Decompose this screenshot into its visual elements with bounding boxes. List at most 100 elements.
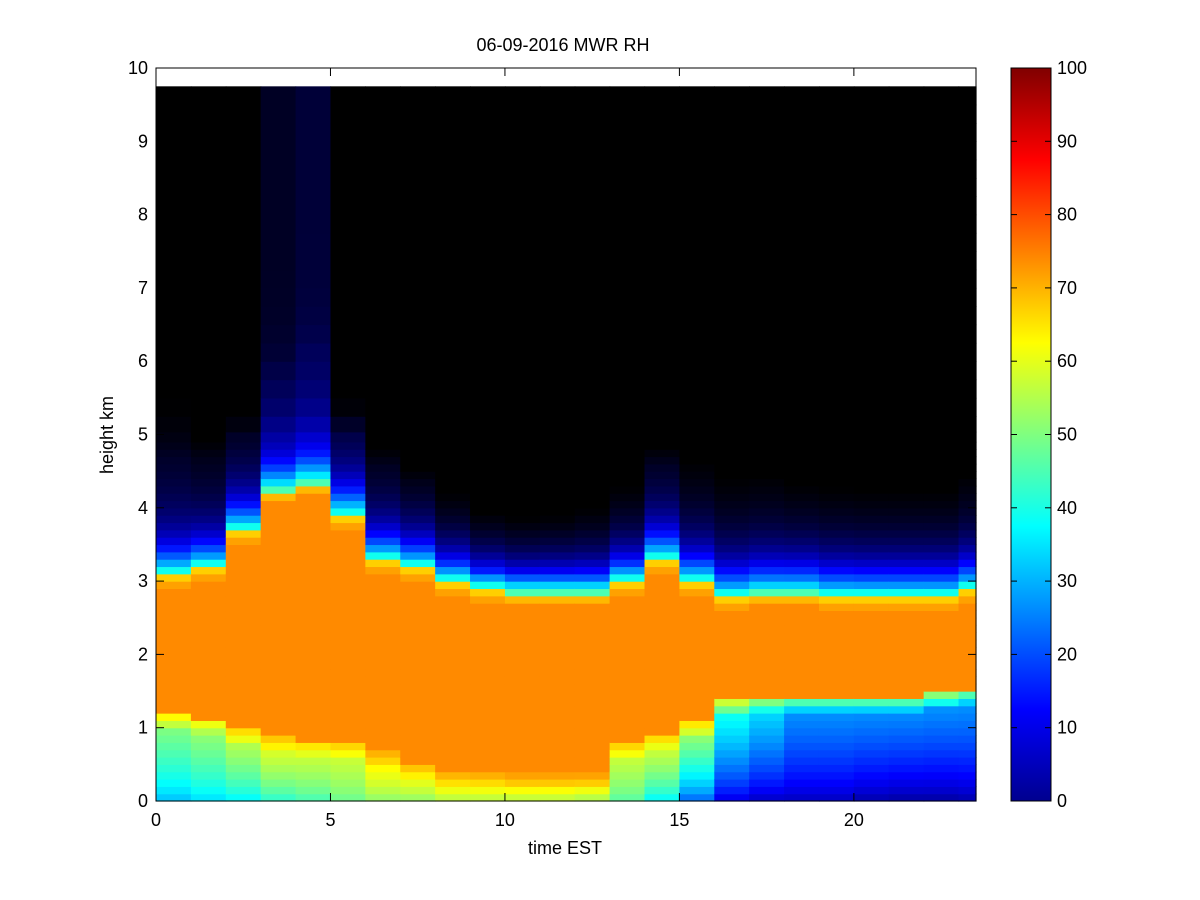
heatmap-cell <box>644 522 680 531</box>
heatmap-cell <box>435 507 471 516</box>
heatmap-cell <box>539 632 576 641</box>
heatmap-cell <box>679 104 715 124</box>
heatmap-cell <box>156 713 192 721</box>
heatmap-cell <box>504 251 541 271</box>
heatmap-cell <box>609 537 646 546</box>
heatmap-cell <box>330 764 366 773</box>
heatmap-cell <box>784 581 820 590</box>
heatmap-cell <box>609 764 646 773</box>
heatmap-cell <box>749 507 785 516</box>
heatmap-cell <box>679 735 715 743</box>
heatmap-cell <box>156 269 192 289</box>
heatmap-cell <box>609 749 646 758</box>
heatmap-cell <box>714 522 750 531</box>
heatmap-cell <box>260 537 297 546</box>
heatmap-cell <box>818 441 855 450</box>
heatmap-cell <box>749 397 785 417</box>
heatmap-cell <box>958 727 977 736</box>
heatmap-cell <box>958 779 977 787</box>
heatmap-cell <box>156 177 192 197</box>
heatmap-cell <box>784 771 820 780</box>
heatmap-cell <box>435 141 471 161</box>
heatmap-cell <box>853 676 890 685</box>
heatmap-cell <box>470 698 506 707</box>
heatmap-cell <box>539 705 576 714</box>
heatmap-cell <box>225 771 262 780</box>
heatmap-cell <box>156 214 192 234</box>
heatmap-cell <box>539 493 576 502</box>
heatmap-cell <box>679 632 715 641</box>
heatmap-cell <box>818 232 855 252</box>
heatmap-cell <box>225 779 262 787</box>
heatmap-cell <box>853 588 890 597</box>
heatmap-cell <box>539 86 576 106</box>
heatmap-cell <box>504 159 541 179</box>
heatmap-cell <box>888 537 925 546</box>
heatmap-cell <box>888 232 925 252</box>
heatmap-cell <box>679 493 715 502</box>
heatmap-cell <box>714 449 750 458</box>
heatmap-cell <box>295 159 332 179</box>
heatmap-cell <box>190 324 227 344</box>
heatmap-cell <box>470 441 506 450</box>
heatmap-cell <box>190 471 227 480</box>
heatmap-cell <box>784 757 820 765</box>
heatmap-cell <box>400 705 436 714</box>
heatmap-cell <box>190 632 227 641</box>
heatmap-cell <box>330 551 366 560</box>
heatmap-cell <box>295 485 332 494</box>
heatmap-cell <box>574 573 611 582</box>
heatmap-cell <box>644 698 680 707</box>
heatmap-cell <box>539 617 576 626</box>
heatmap-cell <box>504 654 541 663</box>
heatmap-cell <box>714 669 750 677</box>
heatmap-cell <box>574 683 611 692</box>
heatmap-cell <box>714 287 750 307</box>
heatmap-cell <box>958 786 977 795</box>
heatmap-cell <box>818 397 855 417</box>
heatmap-cell <box>330 214 366 234</box>
heatmap-cell <box>818 639 855 648</box>
heatmap-cell <box>784 214 820 234</box>
heatmap-cell <box>539 625 576 634</box>
heatmap-cell <box>784 104 820 124</box>
heatmap-cell <box>504 500 541 509</box>
heatmap-cell <box>888 493 925 502</box>
heatmap-cell <box>888 639 925 648</box>
heatmap-cell <box>470 515 506 524</box>
heatmap-cell <box>260 573 297 582</box>
heatmap-cell <box>644 581 680 590</box>
heatmap-cell <box>958 771 977 780</box>
heatmap-cell <box>470 617 506 626</box>
heatmap-cell <box>644 141 680 161</box>
heatmap-cell <box>435 287 471 307</box>
heatmap-cell <box>330 456 366 465</box>
heatmap-cell <box>504 793 541 802</box>
heatmap-cell <box>574 566 611 575</box>
heatmap-cell <box>679 654 715 663</box>
heatmap-cell <box>818 566 855 575</box>
heatmap-cell <box>609 141 646 161</box>
heatmap-cell <box>365 691 401 699</box>
heatmap-cell <box>574 551 611 560</box>
heatmap-cell <box>923 397 960 417</box>
heatmap-cell <box>853 742 890 751</box>
heatmap-cell <box>644 214 680 234</box>
heatmap-cell <box>365 449 401 458</box>
heatmap-cell <box>470 463 506 472</box>
heatmap-cell <box>504 104 541 124</box>
heatmap-cell <box>818 683 855 692</box>
heatmap-cell <box>190 625 227 634</box>
heatmap-cell <box>295 595 332 604</box>
heatmap-cell <box>156 232 192 252</box>
heatmap-cell <box>818 515 855 524</box>
heatmap-cell <box>574 691 611 699</box>
heatmap-cell <box>400 196 436 216</box>
heatmap-cell <box>923 573 960 582</box>
heatmap-cell <box>644 669 680 677</box>
heatmap-cell <box>644 610 680 619</box>
heatmap-cell <box>295 251 332 271</box>
heatmap-cell <box>365 471 401 480</box>
heatmap-cell <box>295 757 332 765</box>
heatmap-cell <box>539 342 576 362</box>
